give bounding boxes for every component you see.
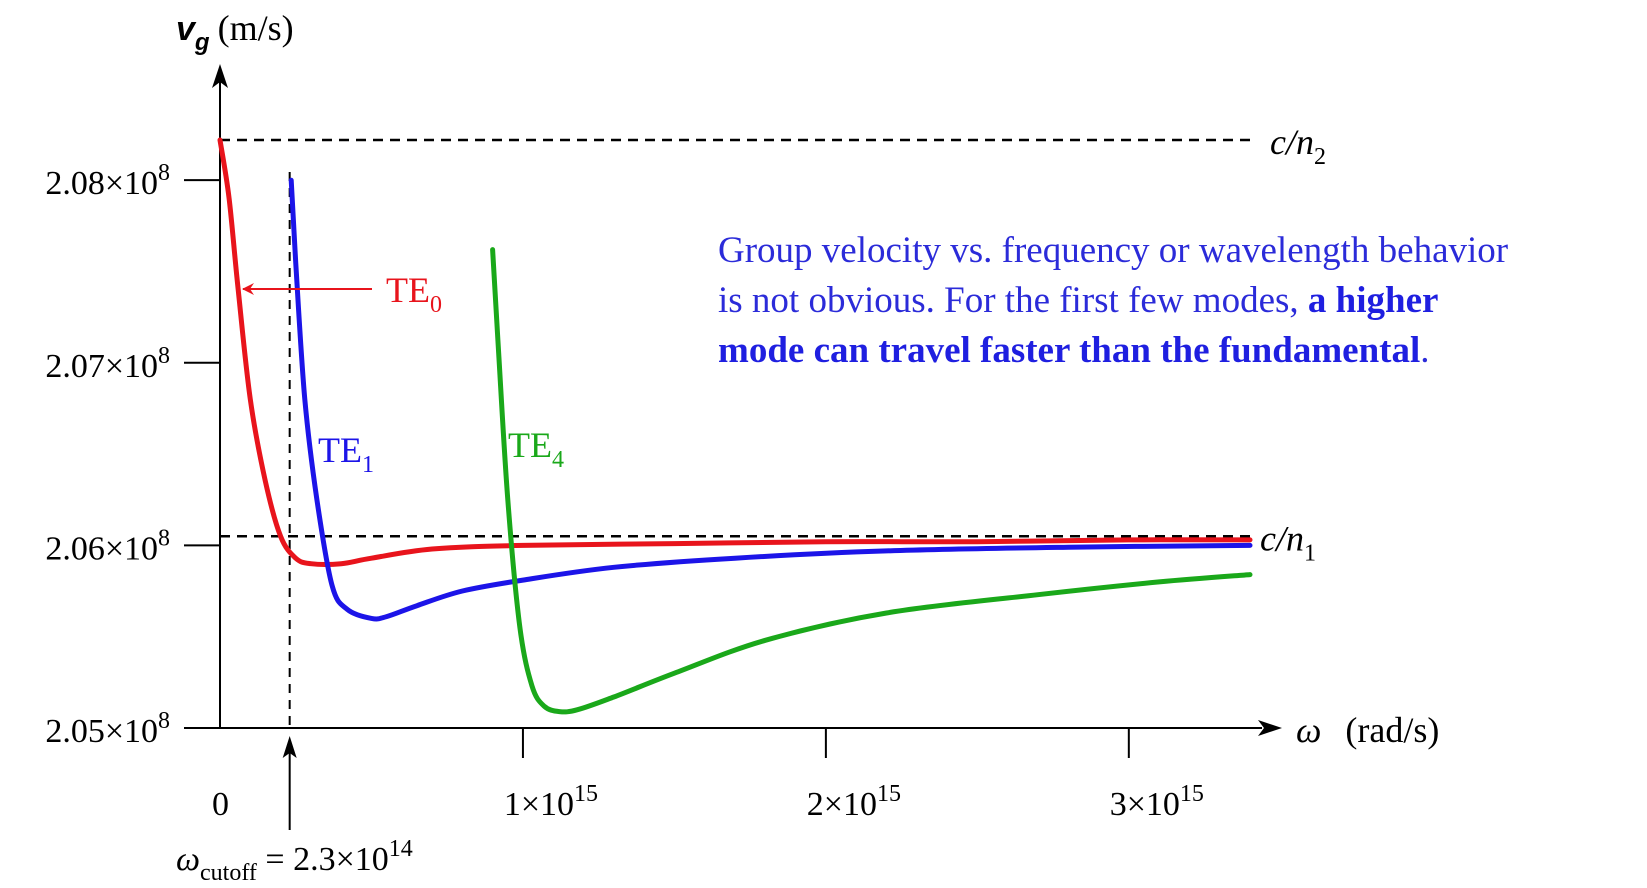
y-tick-label-2: 2.07×108	[45, 343, 170, 385]
y-tick-label-1: 2.06×108	[45, 525, 170, 567]
y-axis-subscript: g	[194, 29, 210, 56]
y-tick-label-0: 2.05×108	[45, 708, 170, 750]
series-group	[217, 137, 1253, 715]
annotation-period: .	[1420, 330, 1430, 371]
cutoff-arrow-head	[282, 736, 297, 758]
x-tick-label-2: 2×1015	[807, 781, 901, 823]
series-label-te4: TE4	[508, 425, 564, 473]
x-tick-label-0: 0	[212, 786, 229, 823]
x-axis-label: ω (rad/s)	[1296, 710, 1439, 750]
y-axis-symbol: v	[176, 10, 197, 48]
series-label-te0: TE0	[386, 270, 442, 318]
annotation-line-2: is not obvious. For the first few modes,	[718, 280, 1299, 321]
series-line-te0	[217, 137, 1253, 567]
annotation-emphasis-2: mode can travel faster than the fundamen…	[718, 330, 1421, 371]
series-line-te4	[490, 247, 1253, 715]
y-axis-unit: (m/s)	[218, 8, 294, 48]
annotation-emphasis-1: a higher	[1307, 280, 1439, 321]
axis-ticks	[184, 179, 1130, 758]
annotation-text: Group velocity vs. frequency or waveleng…	[718, 226, 1638, 376]
x-axis-symbol: ω	[1296, 710, 1321, 750]
x-axis-unit: (rad/s)	[1345, 710, 1439, 750]
x-tick-label-3: 3×1015	[1110, 781, 1204, 823]
annotation-line-1: Group velocity vs. frequency or waveleng…	[718, 230, 1509, 271]
y-axis-arrow	[212, 64, 228, 88]
y-tick-label-3: 2.08×108	[45, 160, 170, 202]
x-tick-label-1: 1×1015	[504, 781, 598, 823]
x-axis-arrow	[1258, 720, 1282, 736]
y-axis-label: vg (m/s)	[176, 8, 294, 56]
series-line-te1	[288, 177, 1253, 622]
reference-label-c-n1: c/n1	[1260, 518, 1316, 566]
axis-tick-labels: 2.05×108 2.06×108 2.07×108 2.08×108 0 1×1015 2…	[45, 160, 1204, 823]
cutoff-label: ωcutoff = 2.3×1014	[176, 836, 413, 886]
series-label-te1: TE1	[318, 430, 374, 478]
reference-label-c-n2: c/n2	[1270, 122, 1326, 170]
